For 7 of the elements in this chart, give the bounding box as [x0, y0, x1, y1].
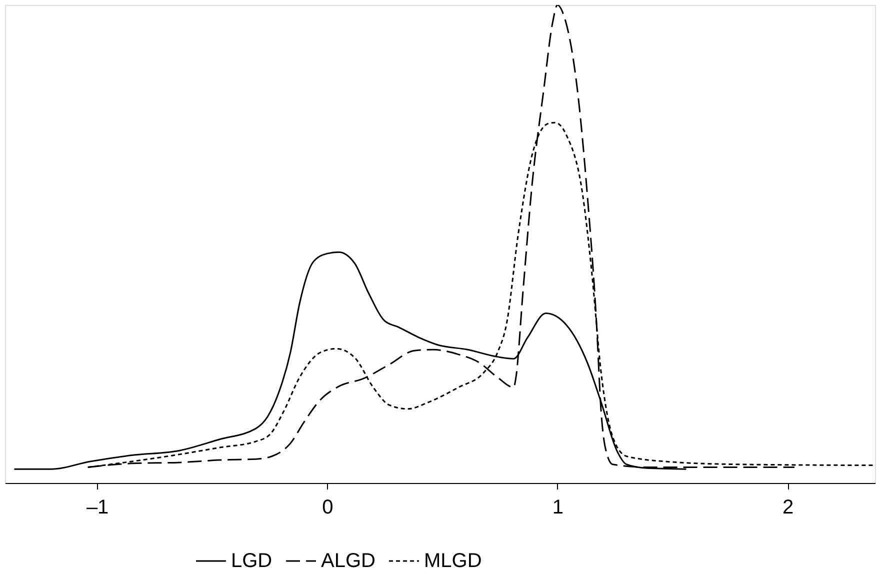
- x-tick-label: –1: [86, 496, 109, 518]
- legend-label: ALGD: [321, 550, 376, 572]
- legend-label: LGD: [231, 550, 272, 572]
- x-tick-label: 1: [552, 496, 564, 518]
- legend-label: MLGD: [424, 550, 482, 572]
- x-tick-label: 2: [782, 496, 794, 518]
- x-tick-label: 0: [322, 496, 334, 518]
